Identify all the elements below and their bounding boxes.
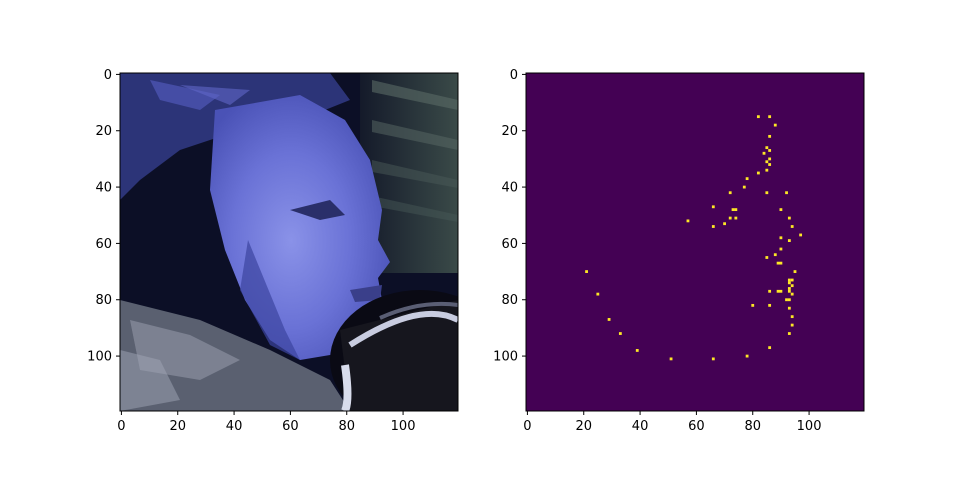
- photo-xtick-label: 100: [391, 419, 416, 434]
- heatmap-point: [731, 208, 735, 212]
- photo-image: [120, 73, 458, 411]
- heatmap-point: [686, 219, 690, 223]
- heatmap-point: [734, 208, 738, 212]
- heatmap-point: [790, 292, 794, 296]
- photo-ytick-label: 100: [87, 350, 112, 365]
- heatmap-xtick-label: 20: [575, 419, 592, 434]
- heatmap-points: [585, 115, 803, 361]
- heatmap-xtick-label: 60: [688, 419, 705, 434]
- heatmap-point: [779, 289, 783, 293]
- heatmap-point: [787, 289, 791, 293]
- photo-xtick-label: 80: [338, 419, 355, 434]
- heatmap-point: [768, 157, 772, 161]
- heatmap-point: [768, 149, 772, 152]
- heatmap-point: [768, 303, 772, 307]
- photo-ytick-label: 80: [95, 293, 112, 308]
- heatmap-point: [745, 177, 749, 181]
- heatmap-point: [734, 216, 738, 220]
- heatmap-panel: 0 20 40 60 80 100 0 20 40 60 80 100: [493, 68, 865, 434]
- heatmap-point: [790, 278, 794, 282]
- heatmap-point: [790, 284, 794, 288]
- heatmap-point: [787, 239, 791, 242]
- heatmap-point: [669, 357, 673, 361]
- heatmap-point: [768, 115, 772, 119]
- heatmap-point: [799, 233, 803, 237]
- heatmap-point: [607, 318, 611, 321]
- heatmap-point: [745, 354, 749, 358]
- heatmap-point: [787, 287, 791, 290]
- heatmap-ytick-label: 0: [510, 68, 518, 83]
- heatmap-point: [793, 270, 797, 273]
- heatmap-frame: [525, 72, 865, 412]
- heatmap-point: [723, 222, 726, 226]
- heatmap-point: [635, 349, 639, 352]
- heatmap-point: [779, 236, 783, 240]
- heatmap-point: [785, 191, 788, 195]
- photo-xtick-label: 40: [226, 419, 243, 434]
- heatmap-background: [526, 73, 864, 411]
- heatmap-ytick-label: 40: [501, 181, 518, 196]
- heatmap-point: [742, 185, 746, 189]
- heatmap-point: [765, 168, 769, 172]
- heatmap-point: [728, 216, 732, 220]
- photo-ytick-label: 20: [95, 124, 112, 139]
- heatmap-point: [787, 278, 791, 282]
- heatmap-point: [776, 289, 780, 293]
- heatmap-point: [787, 281, 791, 285]
- heatmap-point: [773, 123, 777, 127]
- photo-frame: [119, 72, 459, 412]
- heatmap-point: [756, 171, 760, 175]
- heatmap-ytick-label: 60: [501, 237, 518, 252]
- photo-xtick-label: 20: [169, 419, 186, 434]
- heatmap-point: [765, 191, 769, 195]
- heatmap-point: [765, 160, 769, 164]
- heatmap-point: [765, 256, 769, 259]
- heatmap-point: [787, 216, 791, 220]
- heatmap-ytick-label: 100: [493, 350, 518, 365]
- heatmap-point: [756, 115, 760, 119]
- photo-ytick-label: 40: [95, 181, 112, 196]
- heatmap-point: [765, 146, 769, 150]
- photo-panel: 0 20 40 60 80 100 0 20 40 60 80 100: [87, 68, 459, 434]
- heatmap-point: [768, 134, 772, 138]
- heatmap-xtick-label: 80: [744, 419, 761, 434]
- heatmap-point: [776, 261, 780, 265]
- heatmap-point: [787, 298, 791, 302]
- heatmap-point: [711, 357, 715, 361]
- heatmap-point: [779, 247, 783, 251]
- heatmap-point: [762, 151, 766, 155]
- heatmap-point: [618, 332, 622, 335]
- heatmap-point: [779, 261, 783, 265]
- heatmap-point: [768, 163, 772, 166]
- heatmap-point: [585, 270, 588, 273]
- heatmap-ytick-label: 20: [501, 124, 518, 139]
- heatmap-point: [787, 332, 791, 335]
- heatmap-ytick-label: 80: [501, 293, 518, 308]
- heatmap-point: [773, 253, 777, 257]
- heatmap-point: [779, 208, 783, 212]
- heatmap-xtick-label: 40: [632, 419, 649, 434]
- heatmap-point: [790, 225, 794, 228]
- heatmap-point: [711, 205, 715, 209]
- heatmap-point: [790, 323, 794, 327]
- heatmap-xtick-label: 0: [523, 419, 531, 434]
- heatmap-axes: 0 20 40 60 80 100 0 20 40 60 80 100: [493, 68, 821, 434]
- heatmap-point: [751, 303, 755, 307]
- heatmap-point: [596, 292, 600, 296]
- photo-axes: 0 20 40 60 80 100 0 20 40 60 80 100: [87, 68, 415, 434]
- heatmap-point: [711, 225, 715, 228]
- photo-ytick-label: 60: [95, 237, 112, 252]
- heatmap-point: [787, 306, 791, 310]
- heatmap-xtick-label: 100: [797, 419, 822, 434]
- heatmap-point: [790, 315, 794, 319]
- heatmap-point: [768, 346, 772, 350]
- heatmap-point: [768, 289, 772, 293]
- photo-ytick-label: 0: [104, 68, 112, 83]
- heatmap-point: [728, 191, 732, 195]
- heatmap-point: [785, 298, 788, 302]
- photo-xtick-label: 60: [282, 419, 299, 434]
- photo-xtick-label: 0: [117, 419, 125, 434]
